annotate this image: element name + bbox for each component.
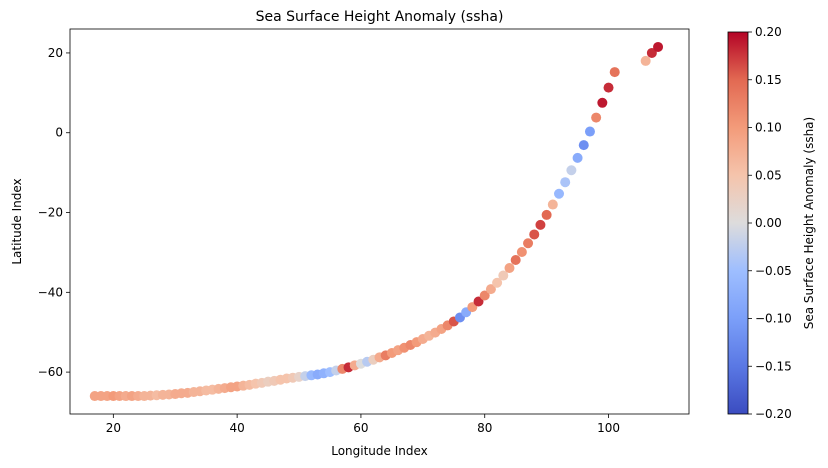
scatter-point: [603, 82, 614, 93]
y-axis-ticks: 20 0 −20 −40 −60: [38, 46, 70, 379]
chart-title: Sea Surface Height Anomaly (ssha): [256, 9, 504, 25]
x-tick-label: 100: [597, 421, 620, 435]
scatter-point: [516, 247, 527, 258]
scatter-point: [597, 97, 608, 108]
scatter-point: [591, 112, 602, 123]
x-tick-label: 20: [106, 421, 121, 435]
scatter-point: [609, 67, 620, 78]
data-points: [89, 41, 664, 402]
scatter-point: [473, 296, 484, 307]
scatter-point: [584, 126, 595, 137]
scatter-point: [510, 255, 521, 265]
scatter-point: [566, 165, 577, 176]
scatter-point: [554, 188, 565, 199]
x-tick-label: 60: [353, 421, 368, 435]
plot-frame: [69, 28, 690, 415]
colorbar-tick-label: 0.05: [755, 168, 782, 182]
y-tick-label: −40: [38, 285, 63, 299]
y-tick-label: −20: [38, 206, 63, 220]
scatter-point: [541, 209, 552, 220]
colorbar-tick-label: −0.15: [755, 359, 792, 373]
scatter-point: [653, 41, 664, 52]
scatter-point: [646, 47, 657, 58]
scatter-point: [492, 277, 503, 288]
y-axis-label: Latitude Index: [10, 178, 24, 264]
scatter-point: [560, 177, 571, 188]
y-tick-label: 0: [55, 126, 63, 140]
x-axis-ticks: 20 40 60 80 100: [106, 414, 620, 435]
x-axis-label: Longitude Index: [331, 444, 428, 458]
scatter-point: [578, 140, 589, 151]
x-tick-label: 80: [477, 421, 492, 435]
colorbar-tick-label: 0.10: [755, 121, 782, 135]
scatter-point: [572, 152, 583, 163]
scatter-point: [479, 290, 490, 301]
scatter-point: [529, 229, 540, 240]
plot-area: [70, 29, 689, 414]
y-tick-label: 20: [48, 46, 63, 60]
colorbar-tick-label: −0.20: [755, 407, 792, 421]
scatter-point: [523, 238, 534, 249]
scatter-point: [640, 55, 651, 66]
scatter-point: [485, 284, 496, 295]
x-tick-label: 40: [229, 421, 244, 435]
y-tick-label: −60: [38, 365, 63, 379]
colorbar-tick-label: −0.05: [755, 264, 792, 278]
scatter-point: [547, 199, 558, 210]
colorbar-label: Sea Surface Height Anomaly (ssha): [802, 117, 816, 329]
scatter-point: [504, 262, 515, 273]
colorbar-tick-label: −0.10: [755, 312, 792, 326]
colorbar-tick-label: 0.00: [755, 216, 782, 230]
colorbar: [727, 31, 749, 415]
colorbar-ticks: 0.20 0.15 0.10 0.05 0.00 −0.05 −0.10 −0.15 −0.20: [748, 25, 792, 421]
colorbar-tick-label: 0.20: [755, 25, 782, 39]
scatter-point: [498, 270, 509, 281]
scatter-point: [535, 219, 546, 230]
colorbar-tick-label: 0.15: [755, 73, 782, 87]
